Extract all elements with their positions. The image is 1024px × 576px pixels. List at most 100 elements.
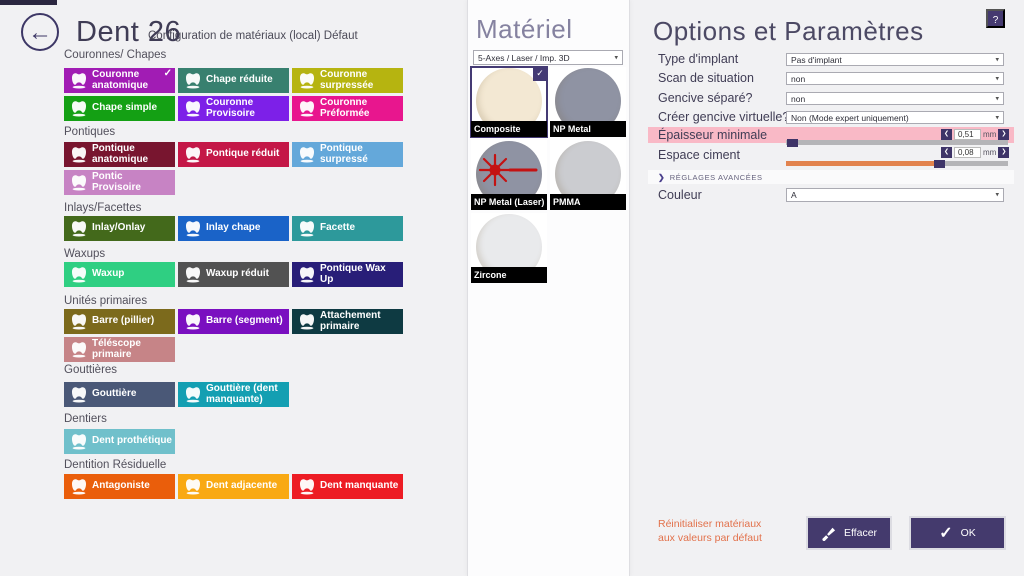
brush-icon	[822, 527, 836, 541]
pontic-icon	[299, 267, 315, 283]
option-label-espace-ciment: Espace ciment	[658, 148, 740, 162]
type-button-label: Pontique surpressé	[320, 143, 368, 165]
reset-materials-link[interactable]: Réinitialiser matériaux aux valeurs par …	[658, 518, 762, 545]
material-tile-zircone[interactable]: Zircone	[471, 213, 547, 283]
telescope-icon	[71, 342, 87, 358]
type-button-attachement-primaire[interactable]: Attachement primaire	[292, 309, 403, 334]
color-dropdown[interactable]: A ▾	[786, 188, 1004, 202]
veneer-icon	[299, 221, 315, 237]
unit-label: mm	[983, 148, 997, 157]
type-button-telescope-primaire[interactable]: Téléscope primaire	[64, 337, 175, 362]
type-button-label: Téléscope primaire	[92, 338, 141, 360]
material-tile-label: NP Metal (Laser)	[471, 194, 547, 210]
section-couronnes-chapes: Couronne anatomique ✓ Chape réduite Cour…	[64, 68, 406, 121]
type-button-facette[interactable]: Facette	[292, 216, 403, 241]
chevron-down-icon: ▾	[995, 75, 999, 83]
type-button-label: Facette	[320, 222, 356, 234]
type-button-label: Gouttière (dent manquante)	[206, 383, 278, 405]
virtual-gingiva-value: Non (Mode expert uniquement)	[791, 112, 909, 123]
selected-check-icon: ✓	[533, 67, 547, 81]
tooth-icon	[185, 73, 201, 89]
option-label-epaisseur-minimale: Épaisseur minimale	[658, 128, 768, 142]
ok-button-label: OK	[960, 527, 976, 539]
slider-thumb[interactable]	[787, 138, 798, 147]
type-button-dent-prothetique[interactable]: Dent prothétique	[64, 429, 175, 454]
type-button-barre-segment[interactable]: Barre (segment)	[178, 309, 289, 334]
type-button-couronne-surpressee[interactable]: Couronne surpressée	[292, 68, 403, 93]
type-button-couronne-preformee[interactable]: Couronne Préformée	[292, 96, 403, 121]
material-tile-pmma[interactable]: PMMA	[550, 140, 626, 210]
material-tile-label: NP Metal	[550, 121, 626, 137]
clear-button[interactable]: Effacer	[806, 516, 892, 550]
type-button-dent-adjacente[interactable]: Dent adjacente	[178, 474, 289, 499]
type-button-gouttiere[interactable]: Gouttière	[64, 382, 175, 407]
minimum-thickness-slider[interactable]	[786, 138, 1008, 147]
type-button-barre-pillier[interactable]: Barre (pillier)	[64, 309, 175, 334]
type-button-label: Waxup	[92, 268, 125, 280]
situation-scan-dropdown[interactable]: non ▾	[786, 72, 1004, 85]
laser-icon	[478, 153, 538, 187]
material-tile-np-metal-laser[interactable]: NP Metal (Laser)	[471, 140, 547, 210]
type-button-label: Inlay/Onlay	[92, 222, 146, 234]
page-subtitle: Configuration de matériaux (local) Défau…	[148, 30, 358, 42]
type-button-waxup[interactable]: Waxup	[64, 262, 175, 287]
type-button-antagoniste[interactable]: Antagoniste	[64, 474, 175, 499]
type-button-chape-reduite[interactable]: Chape réduite	[178, 68, 289, 93]
material-tile-composite[interactable]: ✓ Composite	[470, 66, 548, 138]
type-button-waxup-reduit[interactable]: Waxup réduit	[178, 262, 289, 287]
type-button-label: Pontique anatomique	[92, 143, 149, 165]
bar-icon	[71, 314, 87, 330]
type-button-label: Inlay chape	[206, 222, 261, 234]
type-button-label: Couronne Préformée	[320, 97, 370, 119]
decrement-button[interactable]: ❮	[941, 129, 952, 140]
cement-gap-slider[interactable]	[786, 159, 1008, 168]
decrement-button[interactable]: ❮	[941, 147, 952, 158]
type-button-label: Dent adjacente	[206, 480, 278, 492]
color-value: A	[791, 190, 797, 200]
tooth-icon	[71, 101, 87, 117]
back-button[interactable]: ←	[21, 13, 59, 51]
type-button-couronne-provisoire[interactable]: Couronne Provisoire	[178, 96, 289, 121]
type-button-couronne-anatomique[interactable]: Couronne anatomique ✓	[64, 68, 175, 93]
slider-thumb[interactable]	[934, 159, 945, 168]
machine-type-dropdown[interactable]: 5-Axes / Laser / Imp. 3D ▾	[473, 50, 623, 65]
type-button-inlay-chape[interactable]: Inlay chape	[178, 216, 289, 241]
material-panel: Matériel 5-Axes / Laser / Imp. 3D ▾ ✓ Co…	[467, 0, 630, 576]
tooth-icon	[71, 73, 87, 89]
advanced-settings-expander[interactable]: ❯ RÉGLAGES AVANCÉES	[648, 170, 1014, 184]
attachment-icon	[299, 314, 315, 330]
type-button-pontique-surpresse[interactable]: Pontique surpressé	[292, 142, 403, 167]
implant-type-dropdown[interactable]: Pas d'implant ▾	[786, 53, 1004, 66]
type-button-gouttiere-dent-manquante[interactable]: Gouttière (dent manquante)	[178, 382, 289, 407]
type-button-pontique-wax-up[interactable]: Pontique Wax Up	[292, 262, 403, 287]
minimum-thickness-value[interactable]: 0,51	[954, 129, 981, 140]
help-button[interactable]: ?	[986, 9, 1005, 28]
waxup-icon	[71, 267, 87, 283]
pontic-icon	[71, 147, 87, 163]
ok-button[interactable]: ✓ OK	[909, 516, 1006, 550]
type-button-label: Dent prothétique	[92, 435, 172, 447]
tooth-icon	[299, 101, 315, 117]
type-button-pontic-provisoire[interactable]: Pontic Provisoire	[64, 170, 175, 195]
pontic-icon	[71, 175, 87, 191]
section-label-waxups: Waxups	[64, 248, 106, 260]
increment-button[interactable]: ❯	[998, 129, 1010, 140]
virtual-gingiva-dropdown[interactable]: Non (Mode expert uniquement) ▾	[786, 111, 1004, 124]
reset-link-line2: aux valeurs par défaut	[658, 531, 762, 544]
option-label-gencive-separe: Gencive séparé?	[658, 91, 753, 105]
separate-gingiva-value: non	[791, 93, 806, 104]
type-button-chape-simple[interactable]: Chape simple	[64, 96, 175, 121]
material-tile-np-metal[interactable]: NP Metal	[550, 67, 626, 137]
section-dentition-residuelle: Antagoniste Dent adjacente Dent manquant…	[64, 474, 406, 499]
separate-gingiva-dropdown[interactable]: non ▾	[786, 92, 1004, 105]
section-pontiques: Pontique anatomique Pontique réduit Pont…	[64, 142, 406, 195]
cement-gap-value[interactable]: 0,08	[954, 147, 981, 158]
type-button-pontique-reduit[interactable]: Pontique réduit	[178, 142, 289, 167]
type-button-pontique-anatomique[interactable]: Pontique anatomique	[64, 142, 175, 167]
material-panel-title: Matériel	[476, 14, 573, 44]
type-button-dent-manquante[interactable]: Dent manquante	[292, 474, 403, 499]
type-button-inlay-onlay[interactable]: Inlay/Onlay	[64, 216, 175, 241]
pontic-icon	[185, 147, 201, 163]
increment-button[interactable]: ❯	[998, 147, 1010, 158]
